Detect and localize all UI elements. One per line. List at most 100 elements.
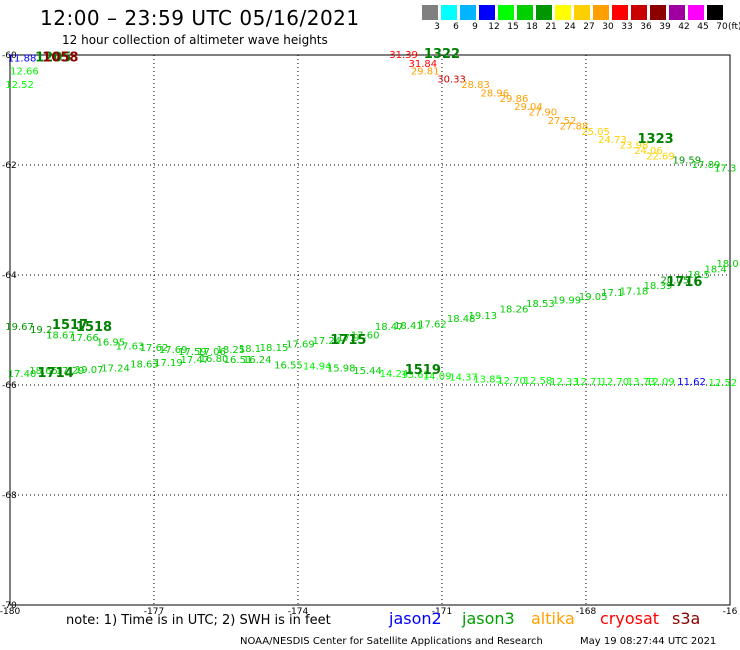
wave-height-label: 19.59 [672, 155, 701, 166]
legend-swatch [669, 5, 685, 20]
y-tick-label: -60 [2, 51, 17, 61]
satellite-jason3: jason3 [462, 609, 515, 628]
timestamp-text: May 19 08:27:44 UTC 2021 [580, 636, 717, 647]
wave-height-label: 20.05 [660, 275, 689, 286]
satellite-s3a: s3a [672, 609, 701, 628]
legend-label: 9 [472, 22, 478, 32]
wave-height-label: 12.71 [574, 377, 603, 388]
wave-height-label: 18.4 [704, 264, 726, 275]
legend-label: 21 [545, 22, 557, 32]
pass-time-label: 1715 [330, 333, 366, 348]
satellite-jason2: jason2 [389, 609, 442, 628]
wave-height-label: 11.88 [8, 54, 37, 65]
wave-height-label: 18.15 [260, 343, 289, 354]
legend-unit: (ft) [728, 22, 740, 32]
wave-height-label: 17.66 [70, 333, 99, 344]
legend-swatch [460, 5, 476, 20]
legend-swatch [555, 5, 571, 20]
wave-height-label: 16.95 [96, 337, 125, 348]
x-tick-label: -177 [144, 607, 164, 617]
wave-height-label: 17.24 [101, 363, 130, 374]
wave-height-label: 24.73 [598, 135, 627, 146]
y-tick-label: -66 [2, 381, 17, 391]
legend-swatch [498, 5, 514, 20]
legend-swatch [650, 5, 666, 20]
wave-height-label: 19.67 [5, 322, 34, 333]
wave-height-label: 14.09 [423, 372, 452, 383]
wave-height-label: 18.1 [239, 344, 261, 355]
wave-height-label: 17.89 [692, 160, 721, 171]
wave-height-label: 14.37 [449, 373, 478, 384]
legend-label: 12 [488, 22, 500, 32]
y-tick-label: -62 [2, 161, 17, 171]
wave-height-label: 12.66 [10, 66, 39, 77]
wave-height-label: 17.24 [312, 336, 341, 347]
wave-height-label: 24.06 [634, 146, 663, 157]
legend-swatch [441, 5, 457, 20]
wave-height-label: 17.9 [337, 333, 359, 344]
wave-height-label: 17.19 [154, 358, 183, 369]
pass-time-label: 1322 [424, 47, 460, 62]
wave-height-label: 16.80 [200, 354, 229, 365]
legend-label: 33 [621, 22, 633, 32]
legend-label: 18 [526, 22, 538, 32]
x-tick-label: -180 [0, 607, 20, 617]
wave-height-label: 12.52 [708, 378, 737, 389]
legend-swatch [612, 5, 628, 20]
wave-height-label: 28.96 [480, 88, 509, 99]
map-frame [9, 54, 731, 606]
legend-swatch [688, 5, 704, 20]
wave-height-label: 17.69 [159, 345, 188, 356]
wave-height-label: 12.09 [646, 377, 675, 388]
wave-height-label: 17.3 [714, 164, 736, 175]
satellite-cryosat: cryosat [600, 609, 660, 628]
page-subtitle: 12 hour collection of altimeter wave hei… [62, 33, 328, 47]
pass-time-label: 1323 [638, 132, 674, 147]
pass-time-label: 1519 [405, 363, 441, 378]
wave-height-label: 17.60 [351, 330, 380, 341]
legend-swatch [422, 5, 438, 20]
wave-height-label: 19.05 [579, 292, 608, 303]
wave-height-label: 17.47 [180, 355, 209, 366]
wave-height-label: 17.63 [116, 341, 145, 352]
legend-label: 24 [564, 22, 576, 32]
wave-height-label: 17.69 [286, 340, 315, 351]
y-tick-label: -70 [2, 601, 17, 611]
wave-height-label: 13.85 [473, 374, 502, 385]
legend-label: 6 [453, 22, 459, 32]
legend-swatch [517, 5, 533, 20]
wave-height-label: 15.44 [353, 366, 382, 377]
wave-height-label: 17.1 [601, 288, 623, 299]
legend-label: 30 [602, 22, 614, 32]
wave-height-label: 13.61 [401, 370, 430, 381]
wave-height-label: 17.62 [418, 319, 447, 330]
wave-height-label: 18.0 [716, 259, 738, 270]
legend-swatch [707, 5, 723, 20]
wave-height-label: 28.83 [461, 80, 490, 91]
x-tick-label: -16 [723, 607, 738, 617]
wave-height-label: 17.40 [8, 369, 37, 380]
wave-height-label: 29.86 [500, 94, 529, 105]
y-tick-label: -68 [2, 491, 17, 501]
wave-height-label: 12.70 [497, 376, 526, 387]
wave-height-label: 19.13 [468, 311, 497, 322]
legend-label: 36 [640, 22, 652, 32]
wave-height-label: 18.48 [447, 314, 476, 325]
legend-swatch [574, 5, 590, 20]
wave-height-label: 12.52 [5, 80, 34, 91]
legend-swatch [593, 5, 609, 20]
wave-height-label: 27.52 [548, 116, 577, 127]
wave-height-label: 16.51 [224, 355, 253, 366]
pass-time-label: 1518 [76, 320, 112, 335]
wave-height-label: 19.99 [552, 296, 581, 307]
pass-time-label: 1714 [38, 366, 74, 381]
pass-time-label: 1517 [52, 318, 88, 333]
x-tick-label: -171 [432, 607, 452, 617]
wave-height-label: 12.70 [600, 377, 629, 388]
legend-swatch [631, 5, 647, 20]
wave-height-label: 14.94 [303, 362, 332, 373]
x-tick-label: -168 [576, 607, 597, 617]
wave-height-label: 12.58 [524, 376, 553, 387]
wave-height-label: 17.59 [178, 347, 207, 358]
wave-height-label: 27.88 [560, 121, 589, 132]
